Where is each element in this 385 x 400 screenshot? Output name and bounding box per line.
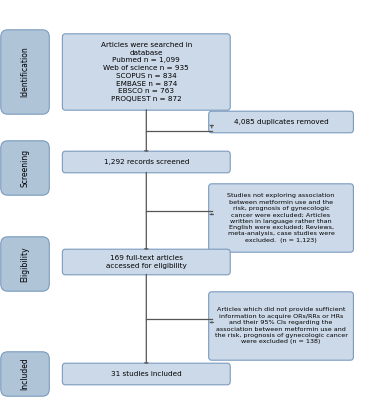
Text: Studies not exploring association
between metformin use and the
risk, prognosis : Studies not exploring association betwee… [228,193,335,243]
Text: Articles which did not provide sufficient
information to acquire ORs/RRs or HRs
: Articles which did not provide sufficien… [214,308,348,344]
FancyBboxPatch shape [209,184,353,252]
FancyBboxPatch shape [209,292,353,360]
Text: 1,292 records screened: 1,292 records screened [104,159,189,165]
Text: Articles were searched in
database
Pubmed n = 1,099
Web of science n = 935
SCOPU: Articles were searched in database Pubme… [100,42,192,102]
FancyBboxPatch shape [1,352,49,396]
Text: 31 studies included: 31 studies included [111,371,182,377]
FancyBboxPatch shape [1,141,49,195]
FancyBboxPatch shape [62,151,230,173]
FancyBboxPatch shape [1,237,49,291]
Text: 169 full-text articles
accessed for eligibility: 169 full-text articles accessed for elig… [106,255,187,269]
FancyBboxPatch shape [62,363,230,385]
FancyBboxPatch shape [209,111,353,133]
FancyBboxPatch shape [1,30,49,114]
Text: 4,085 duplicates removed: 4,085 duplicates removed [234,119,328,125]
Text: Eligibility: Eligibility [20,246,30,282]
FancyBboxPatch shape [62,34,230,110]
Text: Included: Included [20,358,30,390]
Text: Identification: Identification [20,47,30,97]
FancyBboxPatch shape [62,249,230,275]
Text: Screening: Screening [20,149,30,187]
